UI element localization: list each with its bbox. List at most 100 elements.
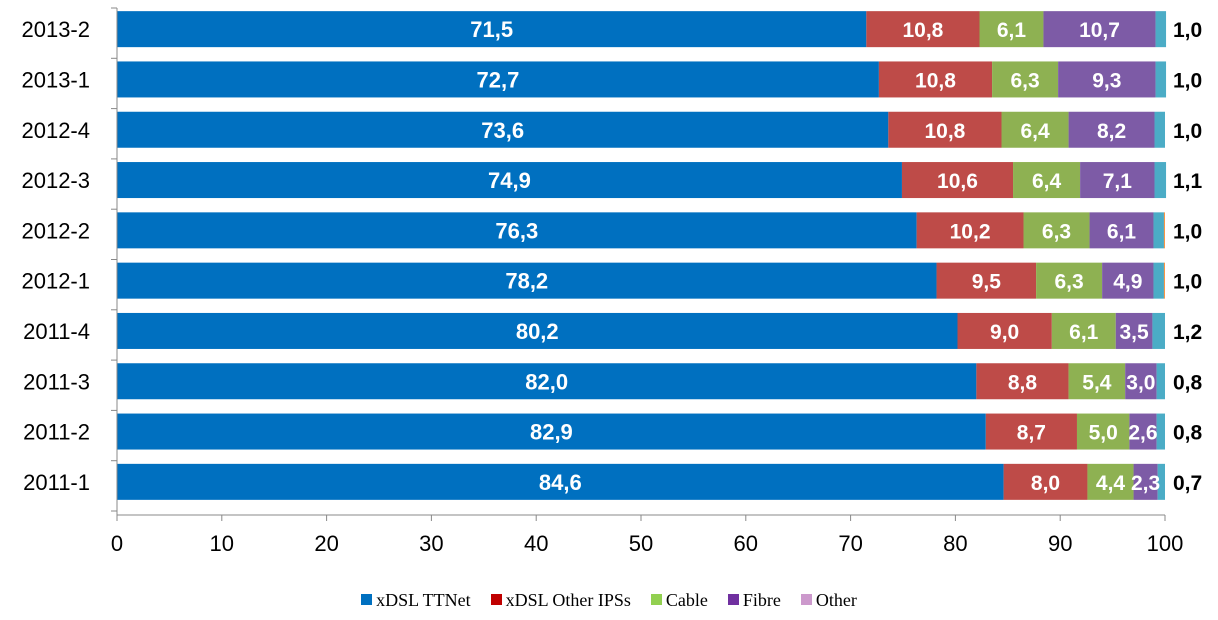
data-label: 7,1 — [1103, 170, 1133, 193]
data-label: 6,4 — [1020, 120, 1050, 143]
bar-segment — [901, 162, 1014, 199]
data-label: 76,3 — [495, 218, 538, 243]
category-label: 2011-1 — [23, 470, 90, 495]
bar-segment — [1156, 363, 1165, 400]
bar-segment — [1076, 413, 1130, 450]
bar-segment — [1154, 111, 1165, 148]
bar-segment — [1001, 111, 1069, 148]
data-label: 80,2 — [516, 319, 559, 344]
bar-segment — [1089, 212, 1154, 249]
legend-swatch — [361, 594, 373, 605]
data-label: 5,4 — [1082, 371, 1112, 394]
bar-segment — [1080, 162, 1155, 199]
data-label: 1,0 — [1173, 271, 1202, 294]
x-tick-label: 100 — [1147, 531, 1184, 556]
bar-segment — [1013, 162, 1081, 199]
bar-segment — [1058, 61, 1156, 98]
data-label: 73,6 — [481, 118, 524, 143]
legend-label: Fibre — [742, 590, 781, 610]
data-label: 3,5 — [1119, 321, 1149, 344]
data-label: 9,5 — [972, 271, 1002, 294]
data-label: 9,0 — [990, 321, 1019, 344]
x-tick-label: 70 — [838, 531, 862, 556]
data-label: 0,8 — [1173, 422, 1203, 445]
x-tick-label: 0 — [111, 531, 123, 556]
data-label: 71,5 — [470, 17, 513, 42]
bar-segment — [117, 162, 902, 199]
data-label: 5,0 — [1089, 422, 1118, 445]
bar-segment — [117, 61, 879, 98]
bar-segment — [992, 61, 1059, 98]
bar-segment — [1051, 312, 1116, 349]
data-label: 1,0 — [1173, 120, 1202, 143]
data-label: 6,1 — [1069, 321, 1099, 344]
legend-swatch — [650, 594, 662, 605]
bar-segment — [1115, 312, 1153, 349]
data-label: 78,2 — [505, 269, 548, 294]
legend: xDSL TTNet xDSL Other IPSs Cable Fibre Other — [0, 590, 1218, 611]
data-label: 0,7 — [1173, 472, 1202, 495]
data-label: 3,0 — [1126, 371, 1155, 394]
data-label: 1,0 — [1173, 69, 1202, 92]
data-label: 10,6 — [937, 170, 978, 193]
x-tick-label: 10 — [210, 531, 234, 556]
legend-swatch — [727, 594, 739, 605]
category-label: 2011-3 — [23, 369, 90, 394]
data-label: 6,3 — [1010, 69, 1039, 92]
x-tick-label: 20 — [314, 531, 338, 556]
legend-item: Fibre — [727, 590, 781, 611]
bar-segment — [1068, 363, 1126, 400]
bar-remainder — [1163, 212, 1165, 249]
bar-segment — [866, 11, 980, 48]
bar-segment — [1154, 162, 1167, 199]
bar-segment — [117, 111, 889, 148]
data-label: 82,0 — [525, 369, 568, 394]
data-label: 1,0 — [1173, 220, 1202, 243]
bar-segment — [1043, 11, 1156, 48]
data-label: 10,8 — [924, 120, 965, 143]
legend-item: Other — [800, 590, 857, 611]
data-label: 8,0 — [1031, 472, 1060, 495]
bar-segment — [1129, 413, 1157, 450]
x-tick-label: 30 — [419, 531, 443, 556]
bar-segment — [117, 11, 867, 48]
legend-swatch — [800, 594, 812, 605]
category-label: 2011-4 — [23, 319, 90, 344]
bar-segment — [1003, 463, 1088, 500]
bar-segment — [1153, 212, 1164, 249]
data-label: 8,2 — [1097, 120, 1126, 143]
bar-segment — [1157, 463, 1165, 500]
bar-segment — [1023, 212, 1090, 249]
bar-segment — [1087, 463, 1134, 500]
data-label: 84,6 — [539, 470, 582, 495]
x-tick-label: 60 — [734, 531, 758, 556]
legend-label: xDSL TTNet — [376, 590, 471, 610]
data-label: 8,7 — [1017, 422, 1046, 445]
bar-segment — [1133, 463, 1158, 500]
category-label: 2012-2 — [21, 218, 90, 243]
data-label: 72,7 — [477, 67, 520, 92]
category-label: 2012-4 — [21, 118, 90, 143]
x-tick-label: 80 — [943, 531, 967, 556]
bar-segment — [979, 11, 1044, 48]
bar-segment — [976, 363, 1069, 400]
category-label: 2013-2 — [21, 17, 90, 42]
data-label: 6,1 — [1107, 220, 1137, 243]
data-label: 10,2 — [950, 220, 991, 243]
data-label: 2,6 — [1128, 422, 1157, 445]
category-label: 2012-1 — [21, 269, 90, 294]
data-label: 4,4 — [1096, 472, 1126, 495]
bar-segment — [1153, 262, 1164, 299]
legend-item: xDSL Other IPSs — [490, 590, 631, 611]
legend-item: Cable — [650, 590, 708, 611]
bar-segment — [1152, 312, 1165, 349]
data-label: 6,1 — [997, 19, 1027, 42]
bar-segment — [1068, 111, 1155, 148]
bar-segment — [1155, 61, 1167, 98]
data-label: 10,8 — [915, 69, 956, 92]
data-label: 4,9 — [1113, 271, 1142, 294]
data-label: 9,3 — [1092, 69, 1121, 92]
bar-segment — [916, 212, 1024, 249]
data-label: 10,7 — [1079, 19, 1120, 42]
